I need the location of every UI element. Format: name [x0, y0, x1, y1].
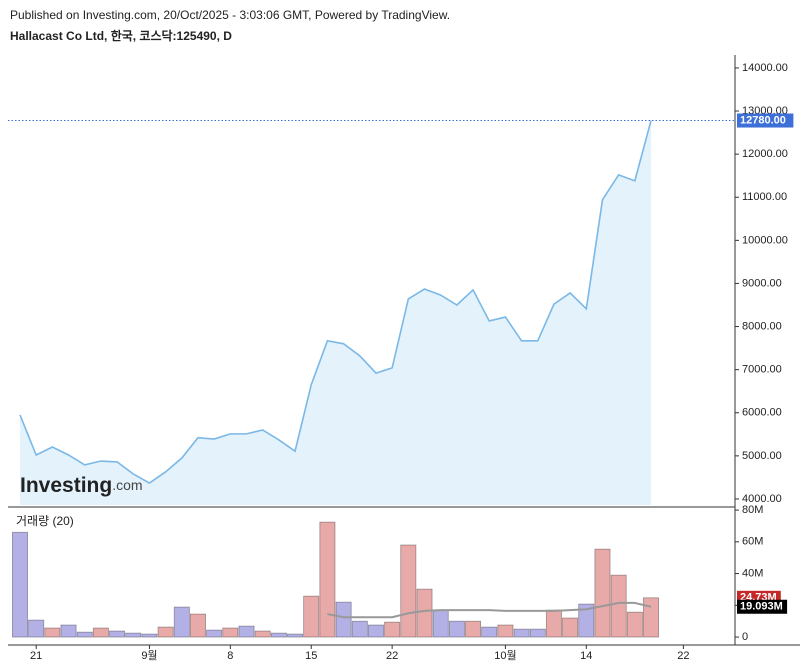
- volume-bar: [76, 631, 93, 638]
- watermark-main: Investing: [20, 474, 112, 497]
- volume-bar: [222, 627, 239, 638]
- y-tick-label: 4000.00: [742, 493, 782, 505]
- volume-bar: [238, 625, 255, 638]
- watermark-suffix: .com: [112, 477, 142, 493]
- y-tick-label: 8000.00: [742, 320, 782, 332]
- y-tick-label: 5000.00: [742, 450, 782, 462]
- volume-bar: [578, 603, 595, 638]
- volume-bar: [465, 620, 482, 638]
- volume-bar: [594, 548, 611, 638]
- y-tick-label: 11000.00: [742, 191, 787, 203]
- y-tick-label: 60M: [742, 536, 763, 548]
- volume-bar: [448, 620, 465, 638]
- volume-bar: [513, 628, 530, 638]
- volume-bar: [529, 628, 546, 638]
- x-tick-label: 9월: [141, 649, 157, 662]
- volume-bar: [44, 627, 61, 638]
- volume-bar: [92, 627, 109, 638]
- x-tick-label: 14: [580, 650, 592, 662]
- volume-bar: [12, 531, 28, 638]
- moving-average-line: [327, 601, 652, 619]
- x-tick-label: 22: [386, 650, 398, 662]
- volume-bar: [157, 626, 174, 638]
- volume-bar: [384, 621, 401, 638]
- volume-bar: [303, 595, 320, 638]
- volume-bar: [432, 609, 449, 638]
- volume-bar: [416, 588, 433, 638]
- y-tick-label: 80M: [742, 504, 763, 516]
- volume-bar: [545, 609, 562, 638]
- x-tick-label: 10월: [494, 649, 516, 662]
- volume-bar: [60, 624, 77, 638]
- y-tick-label: 7000.00: [742, 364, 782, 376]
- y-tick-label: 6000.00: [742, 407, 782, 419]
- y-tick-label: 9000.00: [742, 277, 782, 289]
- volume-bar: [173, 606, 190, 638]
- volume-bar: [400, 544, 417, 638]
- last-value-label: 19.093M: [740, 601, 783, 613]
- volume-bar: [497, 624, 514, 638]
- y-tick-label: 0: [742, 631, 748, 643]
- volume-bar: [335, 601, 352, 638]
- y-tick-label: 12000.00: [742, 148, 788, 160]
- last-value-box: [737, 599, 788, 614]
- volume-bar: [206, 629, 223, 638]
- x-tick-label: 8: [227, 650, 233, 662]
- volume-bar: [287, 633, 304, 638]
- chart-title: Hallacast Co Ltd, 한국, 코스닥:125490, D: [10, 28, 232, 43]
- volume-bar: [626, 611, 643, 638]
- volume-bar: [109, 630, 126, 638]
- volume-bar: [319, 521, 336, 638]
- source: Published on Investing.com, 20/Oct/2025 …: [10, 8, 450, 22]
- volume-bar: [643, 597, 660, 638]
- watermark: Investing.com: [20, 474, 143, 497]
- volume-bar: [141, 633, 158, 638]
- volume-bar: [125, 632, 142, 638]
- y-tick-label: 10000.00: [742, 234, 788, 246]
- area-fill: [20, 120, 652, 505]
- y-tick-label: 14000.00: [742, 62, 788, 74]
- volume-bar: [189, 613, 206, 638]
- volume-bar: [367, 624, 384, 638]
- volume-bar: [610, 574, 627, 638]
- x-tick-label: 21: [30, 650, 42, 662]
- volume-bar: [28, 619, 45, 638]
- last-value-label: 12780.00: [740, 114, 786, 126]
- volume-bar: [481, 626, 498, 638]
- last-value-box: [737, 113, 794, 128]
- volume-title: 거래량 (20): [16, 514, 74, 528]
- volume-bar: [562, 617, 579, 638]
- x-tick-label: 22: [677, 650, 689, 662]
- volume-bar: [270, 632, 287, 638]
- volume-bar: [254, 630, 271, 638]
- volume-bar: [351, 620, 368, 638]
- price-line: [19, 120, 652, 484]
- y-tick-label: 40M: [742, 567, 763, 579]
- x-tick-label: 15: [305, 650, 317, 662]
